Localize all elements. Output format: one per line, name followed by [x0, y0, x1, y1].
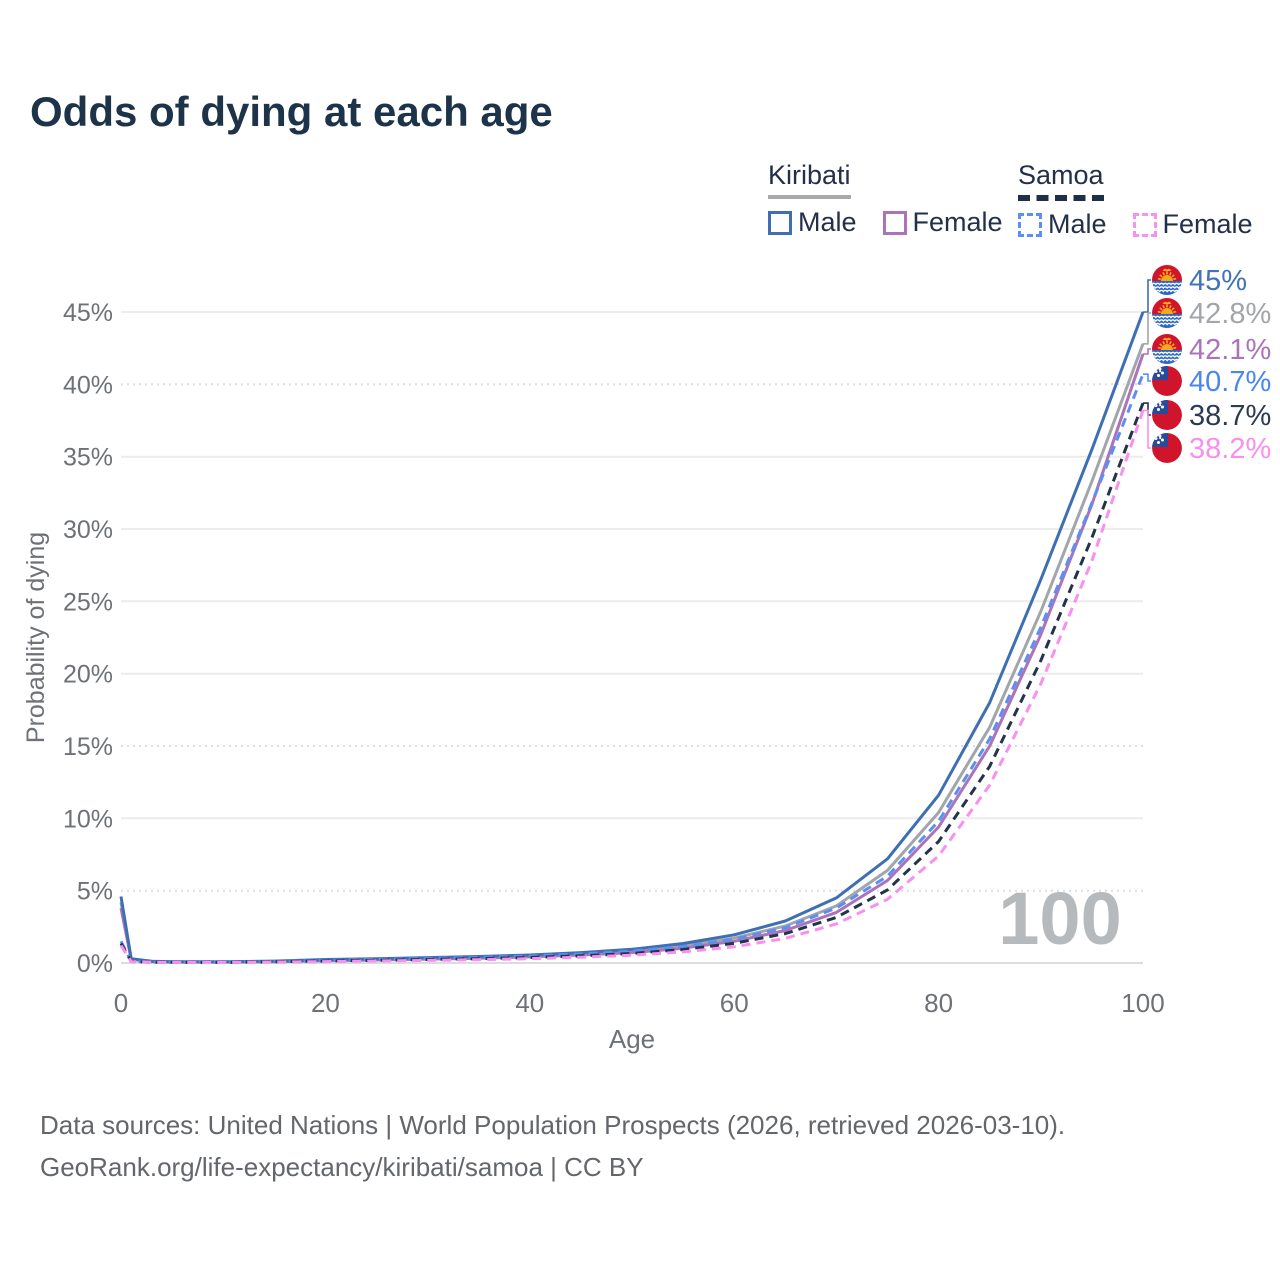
y-tick-label: 45%	[63, 299, 113, 327]
kiribati-female-line-swatch	[882, 210, 907, 235]
end-value-label-samoa-both: 38.7%	[1189, 400, 1271, 432]
y-tick-label: 40%	[63, 371, 113, 399]
samoa-male-line-swatch	[1018, 212, 1042, 237]
page-title: Odds of dying at each age	[30, 88, 553, 135]
series-line-samoa-both[interactable]	[119, 402, 1145, 964]
y-tick-label: 0%	[77, 950, 113, 978]
legend-item-kiribati-male[interactable]: Male	[768, 207, 857, 238]
age-counter-watermark: 100	[998, 877, 1121, 960]
y-tick-label: 35%	[63, 444, 113, 472]
series-line-samoa-male[interactable]	[119, 373, 1145, 964]
y-tick-label: 20%	[63, 661, 113, 689]
end-value-label-samoa-female: 38.2%	[1189, 433, 1271, 465]
attribution-line: GeoRank.org/life-expectancy/kiribati/sam…	[40, 1152, 644, 1182]
kiribati-flag-icon	[1152, 265, 1182, 295]
x-tick-label: 40	[515, 988, 544, 1018]
end-label-connector-samoa-male	[1143, 373, 1151, 382]
legend-item-label: Female	[912, 207, 1003, 237]
data-sources-note: Data sources: United Nations | World Pop…	[40, 1104, 1240, 1188]
samoa-female-line-swatch	[1132, 212, 1157, 237]
chart-legend: Kiribati Male Female Samoa Male Female	[0, 160, 1280, 250]
y-tick-label: 30%	[63, 516, 113, 544]
end-label-connector-kiribati-both	[1143, 312, 1151, 345]
end-label-connector-samoa-both	[1143, 402, 1151, 416]
legend-group-kiribati: Kiribati Male Female	[768, 160, 1029, 238]
y-tick-label: 15%	[63, 733, 113, 761]
kiribati-male-line-swatch	[768, 210, 792, 235]
kiribati-flag-icon	[1152, 298, 1182, 328]
x-tick-label: 80	[924, 988, 953, 1018]
x-tick-label: 60	[720, 988, 749, 1018]
legend-item-kiribati-female[interactable]: Female	[882, 207, 1003, 238]
samoa-flag-icon	[1152, 400, 1182, 430]
end-value-label-samoa-male: 40.7%	[1189, 366, 1271, 398]
x-tick-label: 0	[114, 988, 128, 1018]
samoa-flag-icon	[1152, 366, 1182, 396]
y-tick-label: 25%	[63, 588, 113, 616]
legend-item-samoa-female[interactable]: Female	[1132, 209, 1253, 240]
y-tick-label: 5%	[77, 878, 113, 906]
legend-country-samoa[interactable]: Samoa	[1018, 160, 1104, 201]
legend-item-label: Female	[1162, 209, 1253, 239]
x-axis-title: Age	[609, 1024, 655, 1054]
x-tick-label: 20	[311, 988, 340, 1018]
series-line-samoa-female[interactable]	[119, 409, 1145, 964]
legend-group-samoa: Samoa Male Female	[1018, 160, 1279, 240]
end-value-label-kiribati-male: 45%	[1189, 265, 1247, 297]
legend-item-label: Male	[1048, 209, 1107, 239]
end-label-connector-kiribati-female	[1143, 348, 1151, 355]
end-label-connector-samoa-female	[1143, 409, 1151, 449]
kiribati-flag-icon	[1152, 334, 1182, 364]
legend-country-kiribati[interactable]: Kiribati	[768, 160, 851, 199]
data-sources-line: Data sources: United Nations | World Pop…	[40, 1110, 1066, 1140]
end-value-label-kiribati-female: 42.1%	[1189, 334, 1271, 366]
series-line-kiribati-female[interactable]	[119, 353, 1145, 964]
series-line-kiribati-both[interactable]	[119, 343, 1145, 964]
y-axis-title: Probability of dying	[22, 532, 50, 743]
end-label-connector-kiribati-male	[1143, 279, 1151, 313]
legend-item-label: Male	[798, 207, 857, 237]
samoa-flag-icon	[1152, 433, 1182, 463]
end-value-label-kiribati-both: 42.8%	[1189, 298, 1271, 330]
x-tick-label: 100	[1121, 988, 1164, 1018]
legend-item-samoa-male[interactable]: Male	[1018, 209, 1107, 240]
y-tick-label: 10%	[63, 805, 113, 833]
series-line-kiribati-male[interactable]	[119, 311, 1145, 964]
